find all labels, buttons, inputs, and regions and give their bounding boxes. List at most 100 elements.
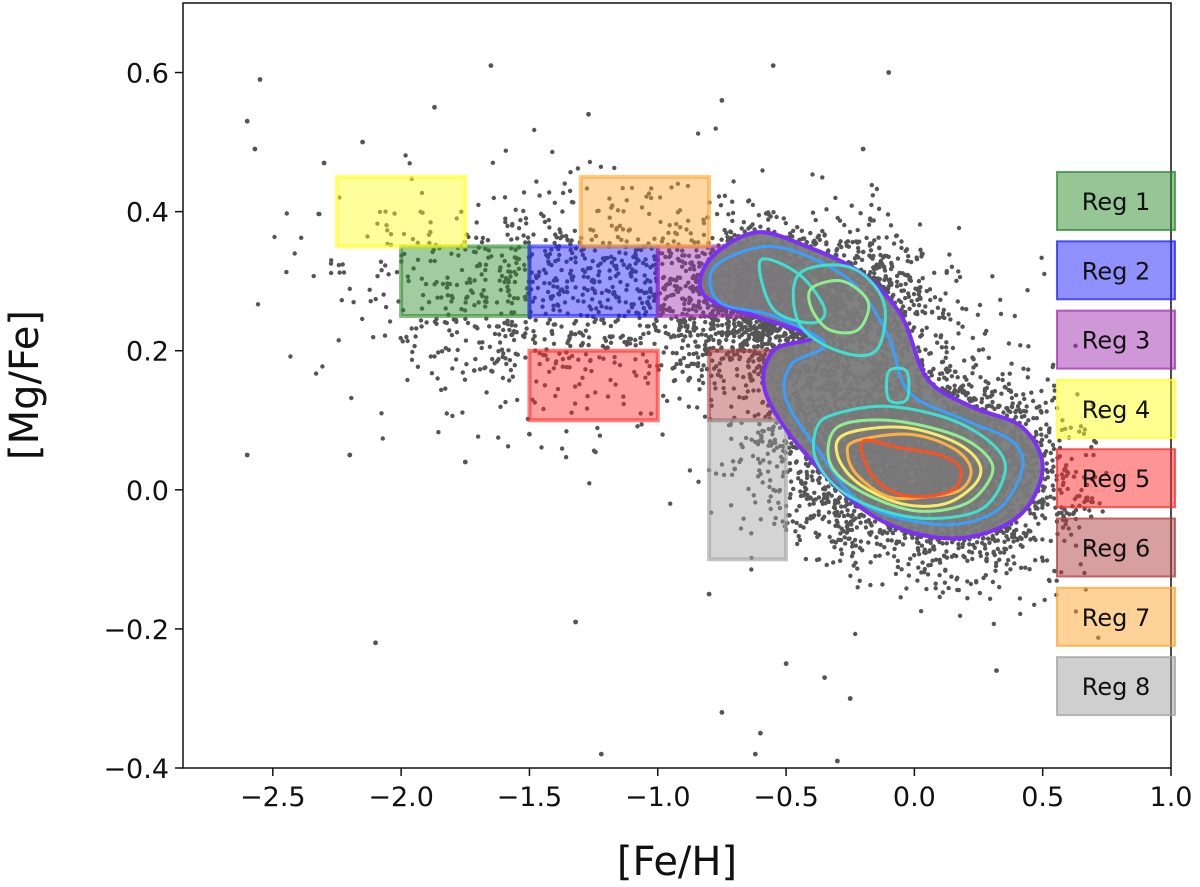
scatter-point <box>789 441 794 446</box>
scatter-point <box>964 307 969 312</box>
scatter-point <box>719 323 725 328</box>
scatter-point <box>987 540 992 545</box>
scatter-point <box>713 126 718 131</box>
scatter-point <box>474 220 479 225</box>
scatter-point <box>462 377 468 382</box>
scatter-point <box>990 399 995 405</box>
scatter-point <box>463 338 469 343</box>
scatter-point <box>507 357 513 363</box>
scatter-point <box>1044 422 1049 427</box>
scatter-point <box>952 383 957 388</box>
scatter-point <box>788 492 793 497</box>
scatter-point <box>509 323 514 328</box>
scatter-point <box>685 218 691 223</box>
scatter-point <box>509 319 515 325</box>
scatter-point <box>1057 438 1062 443</box>
scatter-point <box>928 297 933 303</box>
scatter-point <box>567 188 573 194</box>
scatter-point <box>480 340 485 345</box>
scatter-point <box>524 221 529 226</box>
scatter-point <box>886 284 891 289</box>
scatter-point <box>899 288 904 293</box>
scatter-point <box>1040 537 1045 542</box>
scatter-point <box>564 429 569 434</box>
scatter-point <box>813 217 818 223</box>
scatter-point <box>679 332 684 338</box>
scatter-point <box>869 530 874 535</box>
scatter-point <box>415 364 421 369</box>
scatter-point <box>820 175 825 180</box>
scatter-point <box>560 190 566 196</box>
scatter-point <box>695 405 700 410</box>
scatter-point <box>515 236 520 241</box>
scatter-point <box>873 554 878 559</box>
scatter-point <box>863 525 869 530</box>
scatter-point <box>336 338 341 343</box>
scatter-point <box>962 555 967 560</box>
scatter-point <box>443 386 448 391</box>
scatter-point <box>1014 527 1019 533</box>
scatter-point <box>695 131 701 136</box>
scatter-point <box>687 351 692 357</box>
scatter-point <box>970 335 975 341</box>
scatter-point <box>878 542 883 547</box>
scatter-point <box>718 203 724 208</box>
scatter-point <box>978 553 983 559</box>
scatter-point <box>942 580 948 585</box>
scatter-point <box>414 326 419 331</box>
scatter-point <box>929 309 935 314</box>
scatter-point <box>533 318 538 323</box>
scatter-point <box>962 358 967 363</box>
scatter-point <box>750 202 756 208</box>
scatter-point <box>340 262 345 267</box>
scatter-point <box>449 251 454 256</box>
scatter-point <box>724 333 730 338</box>
scatter-point <box>1008 544 1013 550</box>
scatter-point <box>780 519 785 524</box>
scatter-point <box>932 295 938 300</box>
scatter-point <box>1039 437 1045 442</box>
scatter-point <box>687 468 693 473</box>
scatter-point <box>810 469 815 474</box>
scatter-point <box>876 206 882 211</box>
scatter-point <box>654 318 659 324</box>
scatter-point <box>503 216 508 221</box>
scatter-point <box>950 345 956 351</box>
scatter-point <box>1006 381 1012 387</box>
scatter-point <box>944 549 949 554</box>
scatter-point <box>299 235 304 240</box>
scatter-point <box>383 263 388 268</box>
scatter-point <box>490 160 496 165</box>
scatter-point <box>580 292 585 297</box>
scatter-point <box>413 334 418 339</box>
scatter-point <box>756 412 761 417</box>
scatter-point <box>732 232 737 238</box>
scatter-point <box>1031 511 1037 517</box>
scatter-point <box>530 299 535 304</box>
scatter-point <box>797 503 802 509</box>
scatter-point <box>739 326 744 331</box>
scatter-point <box>972 545 977 550</box>
scatter-point <box>771 210 776 215</box>
scatter-point <box>957 274 963 280</box>
scatter-point <box>1034 416 1040 421</box>
scatter-point <box>697 387 702 392</box>
scatter-point <box>979 399 984 405</box>
scatter-point <box>853 631 858 637</box>
scatter-point <box>639 422 644 427</box>
scatter-point <box>730 210 736 216</box>
scatter-point <box>694 308 699 314</box>
scatter-point <box>937 594 942 600</box>
scatter-point <box>838 537 844 543</box>
scatter-point <box>814 557 820 563</box>
scatter-point <box>516 266 522 271</box>
scatter-point <box>511 337 517 343</box>
scatter-point <box>695 363 700 369</box>
scatter-point <box>737 334 742 339</box>
scatter-point <box>1033 537 1038 543</box>
scatter-point <box>700 380 706 386</box>
scatter-point <box>1030 398 1036 404</box>
scatter-point <box>874 186 880 192</box>
scatter-point <box>940 590 946 595</box>
scatter-point <box>1044 434 1049 439</box>
